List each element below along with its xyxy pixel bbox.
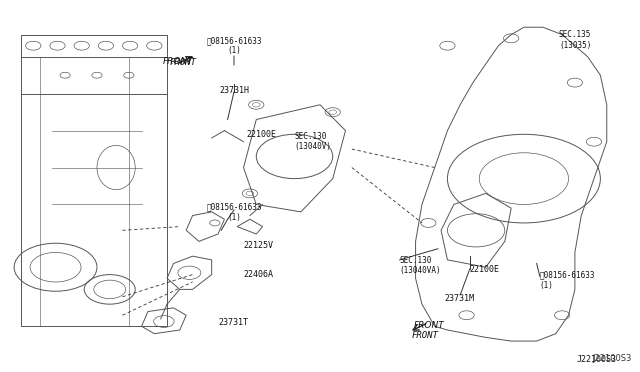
Text: 22406A: 22406A: [244, 270, 273, 279]
Text: 22100E: 22100E: [246, 130, 276, 139]
Text: J22100S3: J22100S3: [593, 354, 632, 363]
Text: 22125V: 22125V: [244, 241, 273, 250]
Text: FRONT: FRONT: [414, 321, 445, 330]
Text: Ⓑ08156-61633
(1): Ⓑ08156-61633 (1): [206, 36, 262, 55]
Text: FRONT: FRONT: [163, 57, 194, 66]
Text: 23731H: 23731H: [219, 86, 249, 94]
Text: SEC.135
(13035): SEC.135 (13035): [559, 31, 591, 50]
Text: SEC.130
(13040V): SEC.130 (13040V): [294, 132, 332, 151]
Text: 23731T: 23731T: [218, 318, 248, 327]
Text: FRONT: FRONT: [170, 58, 196, 67]
Text: Ⓑ08156-61633
(1): Ⓑ08156-61633 (1): [540, 270, 595, 290]
Text: SEC.130
(13040VA): SEC.130 (13040VA): [399, 256, 441, 275]
Text: FRONT: FRONT: [412, 331, 438, 340]
Text: Ⓑ08156-61633
(1): Ⓑ08156-61633 (1): [206, 202, 262, 222]
Text: J22100S3: J22100S3: [576, 355, 616, 364]
Text: 23731M: 23731M: [444, 294, 474, 303]
Text: 22100E: 22100E: [470, 264, 500, 273]
